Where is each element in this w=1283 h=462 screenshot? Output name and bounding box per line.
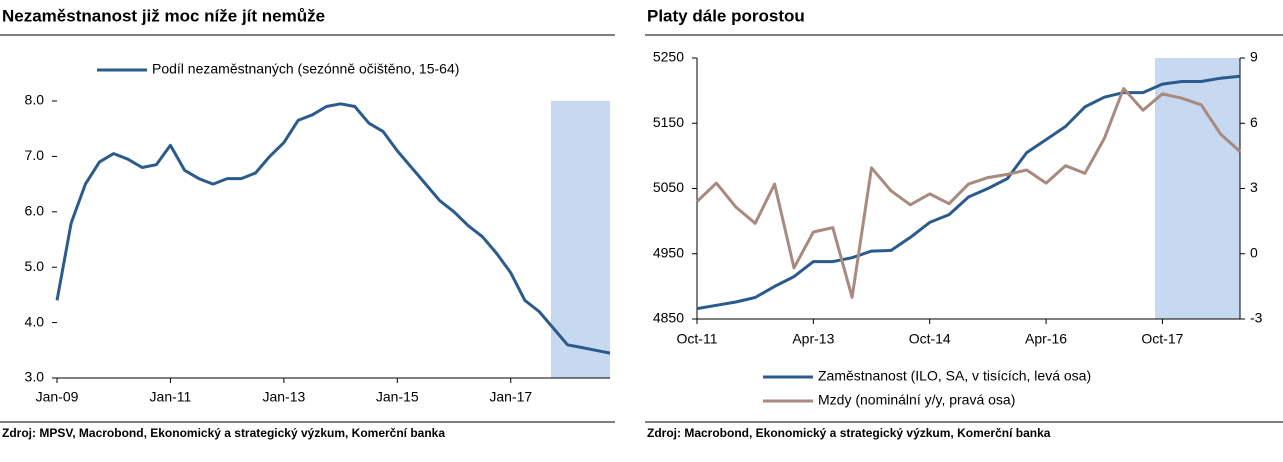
y2-tick-label: 3 (1250, 179, 1258, 195)
source: Zdroj: MPSV, Macrobond, Ekonomický a str… (2, 426, 445, 440)
y-tick-label: 4950 (653, 244, 684, 260)
source: Zdroj: Macrobond, Ekonomický a strategic… (647, 426, 1051, 440)
x-tick-label: Jan-09 (36, 389, 79, 405)
highlight-period (551, 101, 610, 378)
y2-tick-label: 0 (1250, 244, 1258, 260)
y-tick-label: 4850 (653, 310, 684, 326)
x-tick-label: Jan-13 (262, 389, 305, 405)
y2-tick-label: 6 (1250, 114, 1258, 130)
y-tick-label: 5050 (653, 179, 684, 195)
x-tick-label: Oct-17 (1141, 331, 1183, 347)
series-line (695, 87, 1242, 299)
y-tick-label: 3.0 (25, 369, 45, 385)
x-tick-label: Apr-13 (792, 331, 834, 347)
y2-tick-label: -3 (1250, 310, 1263, 326)
y-tick-label: 8.0 (25, 92, 45, 108)
x-tick-label: Jan-15 (376, 389, 419, 405)
x-tick-label: Jan-11 (150, 389, 192, 405)
x-tick-label: Oct-11 (677, 331, 718, 347)
legend-label: Podíl nezaměstnaných (sezónně očištěno, … (152, 61, 459, 77)
highlight-period (1155, 58, 1240, 319)
series-line (696, 74, 1241, 311)
x-tick-label: Apr-16 (1025, 331, 1067, 347)
series-line (55, 102, 611, 355)
chart-title: Nezaměstnanost již moc níže jít nemůže (2, 6, 325, 25)
y-tick-label: 7.0 (25, 147, 45, 163)
y-tick-label: 5.0 (25, 258, 45, 274)
y-tick-label: 5250 (653, 49, 684, 65)
x-tick-label: Jan-17 (489, 389, 532, 405)
legend-label: Mzdy (nominální y/y, pravá osa) (818, 392, 1015, 408)
chart-title: Platy dále porostou (647, 6, 805, 25)
x-tick-label: Oct-14 (909, 331, 951, 347)
y-tick-label: 4.0 (25, 313, 45, 329)
y-tick-label: 6.0 (25, 203, 45, 219)
y2-tick-label: 9 (1250, 49, 1258, 65)
y-tick-label: 5150 (653, 114, 684, 130)
legend-label: Zaměstnanost (ILO, SA, v tisících, levá … (818, 368, 1091, 384)
